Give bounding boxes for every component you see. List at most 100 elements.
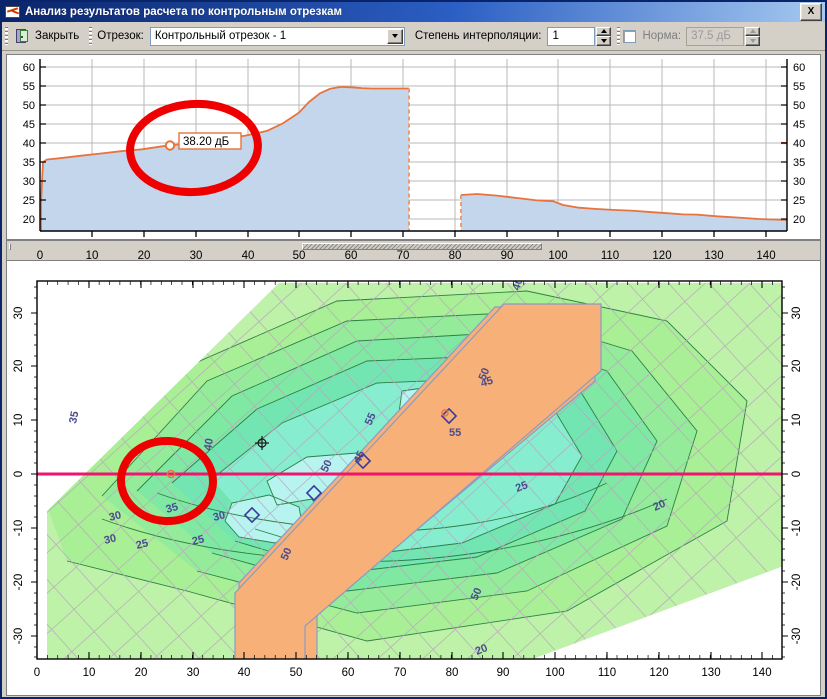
source-markers	[243, 407, 458, 524]
svg-text:50: 50	[793, 100, 805, 112]
svg-text:25: 25	[793, 195, 805, 207]
map-contour-labels: 35 40 35 30 30 30 25 25 35 50 50 50 55 5…	[67, 277, 667, 658]
horizontal-ruler[interactable]: 0 10 20 30 40 50 60 70 80 90 100 110 120 130 140	[6, 240, 821, 262]
profile-tooltip-box	[178, 132, 242, 150]
profile-line-b	[460, 193, 787, 221]
svg-text:0: 0	[37, 250, 43, 261]
svg-text:25: 25	[23, 195, 35, 207]
source-highlight-marker	[441, 409, 449, 417]
norm-label: Норма:	[642, 30, 682, 42]
svg-text:0: 0	[791, 471, 803, 477]
svg-text:20: 20	[793, 214, 805, 226]
svg-text:-10: -10	[791, 520, 803, 537]
svg-text:50: 50	[293, 250, 306, 261]
close-button[interactable]: Закрыть	[11, 24, 86, 48]
svg-text:30: 30	[103, 532, 118, 547]
svg-text:120: 120	[652, 250, 671, 261]
svg-text:120: 120	[649, 667, 668, 679]
svg-text:30: 30	[190, 250, 203, 261]
svg-text:10: 10	[13, 414, 25, 427]
toolbar-grip-2[interactable]	[89, 27, 93, 45]
norm-checkbox[interactable]	[623, 29, 637, 43]
crosshair-icon	[255, 436, 269, 450]
svg-text:-10: -10	[13, 520, 25, 537]
ruler-labels: 0 10 20 30 40 50 60 70 80 90 100 110 120 130 140	[37, 250, 776, 261]
svg-text:30: 30	[791, 307, 803, 320]
svg-text:35: 35	[793, 157, 805, 169]
svg-text:55: 55	[23, 81, 35, 93]
interpolation-input[interactable]: 1	[547, 26, 596, 46]
svg-text:0: 0	[34, 667, 40, 679]
close-button-label: Закрыть	[35, 30, 80, 42]
svg-text:25: 25	[135, 537, 150, 552]
interpolation-spin-down[interactable]	[596, 36, 612, 46]
segment-combobox-value: Контрольный отрезок - 1	[154, 30, 287, 42]
svg-text:35: 35	[23, 157, 35, 169]
svg-text:70: 70	[394, 667, 407, 679]
segment-label: Отрезок:	[97, 30, 144, 42]
svg-text:0: 0	[13, 471, 25, 477]
segment-combobox[interactable]: Контрольный отрезок - 1	[149, 26, 405, 46]
noise-profile-chart[interactable]: 60 55 50 45 40 35 30 25 20 60 55 50 45 40 35 30 25 2…	[6, 54, 821, 240]
svg-text:20: 20	[138, 250, 151, 261]
svg-text:30: 30	[187, 667, 200, 679]
svg-text:130: 130	[701, 667, 720, 679]
profile-area-b	[461, 194, 787, 231]
profile-scrollbar-thumb-b[interactable]	[9, 243, 11, 250]
svg-text:30: 30	[793, 176, 805, 188]
close-window-button[interactable]: X	[800, 3, 822, 21]
svg-text:55: 55	[793, 81, 805, 93]
svg-text:40: 40	[23, 138, 35, 150]
svg-text:40: 40	[242, 250, 255, 261]
svg-text:-30: -30	[13, 628, 25, 645]
norm-spin-down	[745, 36, 761, 46]
svg-text:25: 25	[514, 479, 530, 494]
norm-input: 37.5 дБ	[686, 26, 745, 46]
svg-text:90: 90	[501, 250, 514, 261]
svg-text:-30: -30	[791, 628, 803, 645]
svg-text:35: 35	[67, 410, 81, 424]
toolbar-grip-1[interactable]	[5, 27, 8, 45]
svg-text:45: 45	[479, 375, 494, 390]
map-axis-bottom	[36, 652, 773, 659]
profile-svg: 60 55 50 45 40 35 30 25 20 60 55 50 45 40 35 30 25 2…	[7, 55, 820, 239]
svg-text:20: 20	[13, 360, 25, 373]
toolbar-grip-3[interactable]	[617, 27, 621, 45]
svg-text:40: 40	[510, 277, 525, 292]
svg-text:60: 60	[342, 667, 355, 679]
svg-text:50: 50	[477, 366, 493, 382]
svg-text:20: 20	[474, 642, 490, 658]
svg-text:20: 20	[135, 667, 148, 679]
chevron-down-icon[interactable]	[386, 28, 403, 44]
map-section-marker	[166, 469, 176, 479]
svg-text:55: 55	[449, 427, 461, 439]
profile-tooltip-label: 38.20 дБ	[183, 136, 229, 148]
profile-ytick-labels-left: 60 55 50 45 40 35 30 25 20	[23, 62, 35, 226]
svg-text:10: 10	[791, 414, 803, 427]
building-polygon-main	[234, 303, 602, 659]
interpolation-spinner[interactable]: 1	[547, 26, 612, 46]
interpolation-spin-up[interactable]	[596, 26, 612, 36]
profile-scrollbar-thumb-a[interactable]	[302, 243, 542, 250]
svg-text:20: 20	[23, 214, 35, 226]
svg-text:110: 110	[601, 250, 619, 261]
svg-text:50: 50	[290, 667, 303, 679]
interpolation-label: Степень интерполяции:	[414, 30, 542, 42]
svg-text:30: 30	[108, 509, 123, 524]
noise-contour-map[interactable]: 35 40 35 30 30 30 25 25 35 50 50 50 55 5…	[6, 260, 821, 696]
svg-text:-20: -20	[791, 574, 803, 591]
profile-value-marker	[164, 140, 176, 151]
chart-window-icon	[5, 5, 21, 19]
svg-text:140: 140	[756, 250, 775, 261]
red-ellipse-profile	[126, 99, 262, 197]
svg-text:40: 40	[238, 667, 251, 679]
svg-text:130: 130	[704, 250, 723, 261]
svg-text:30: 30	[212, 509, 227, 524]
svg-text:80: 80	[446, 667, 459, 679]
svg-text:10: 10	[86, 250, 99, 261]
svg-text:100: 100	[548, 250, 567, 261]
svg-text:40: 40	[793, 138, 805, 150]
svg-text:50: 50	[469, 586, 485, 602]
svg-text:50: 50	[279, 546, 295, 562]
norm-spinner: 37.5 дБ	[686, 26, 761, 46]
